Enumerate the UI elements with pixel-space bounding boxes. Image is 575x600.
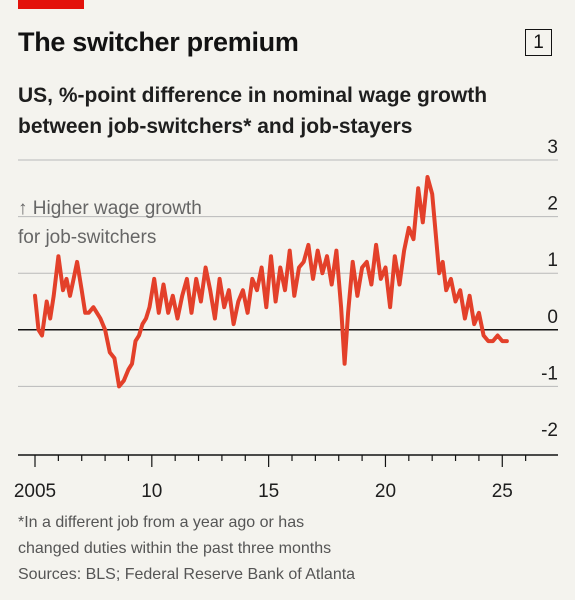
annotation-line: for job-switchers <box>18 227 156 248</box>
y-tick-label: 1 <box>547 250 558 271</box>
y-tick-label: 2 <box>547 194 558 215</box>
footnote-line: *In a different job from a year ago or h… <box>18 514 305 531</box>
chart-subtitle: US, %-point difference in nominal wage g… <box>18 80 558 142</box>
y-tick-label: 0 <box>547 307 558 328</box>
y-tick-label: 3 <box>547 137 558 158</box>
annotation-line: ↑ Higher wage growth <box>18 198 202 219</box>
y-tick-label: -2 <box>541 420 558 441</box>
footnote-line: changed duties within the past three mon… <box>18 540 332 557</box>
subtitle-line: US, %-point difference in nominal wage g… <box>18 84 488 107</box>
x-tick-label: 25 <box>492 481 513 502</box>
chart-title: The switcher premium <box>18 27 299 57</box>
x-tick-label: 20 <box>375 481 396 502</box>
subtitle-line: between job-switchers* and job-stayers <box>18 115 413 138</box>
brand-tag <box>18 0 84 9</box>
chart-number-badge: 1 <box>525 29 552 56</box>
series-line <box>33 175 509 389</box>
sources-line: Sources: BLS; Federal Reserve Bank of At… <box>18 566 356 583</box>
y-tick-label: -1 <box>541 363 558 384</box>
x-tick-label: 2005 <box>14 481 56 502</box>
x-tick-label: 10 <box>141 481 162 502</box>
chart-footnote: *In a different job from a year ago or h… <box>18 510 558 588</box>
x-tick-label: 15 <box>258 481 279 502</box>
